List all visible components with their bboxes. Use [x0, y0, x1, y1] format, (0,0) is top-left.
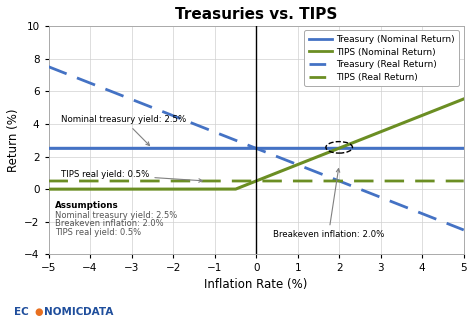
Treasury (Real Return) — [67, 73, 73, 77]
Treasury (Real Return) — [449, 223, 455, 227]
TIPS (Nominal Return) — [461, 97, 466, 101]
Text: Breakeven inflation: 2.0%: Breakeven inflation: 2.0% — [55, 219, 164, 228]
Treasury (Real Return) — [373, 193, 378, 197]
TIPS (Nominal Return) — [237, 186, 243, 189]
Treasury (Nominal Return) — [67, 147, 73, 150]
TIPS (Nominal Return) — [67, 187, 73, 191]
TIPS (Real Return) — [46, 179, 51, 183]
Text: Assumptions: Assumptions — [55, 201, 118, 210]
Line: TIPS (Nominal Return): TIPS (Nominal Return) — [48, 99, 464, 189]
Text: TIPS real yield: 0.5%: TIPS real yield: 0.5% — [61, 170, 202, 182]
TIPS (Real Return) — [373, 179, 378, 183]
TIPS (Nominal Return) — [248, 181, 254, 185]
Treasury (Real Return) — [237, 140, 242, 144]
Title: Treasuries vs. TIPS: Treasuries vs. TIPS — [175, 7, 337, 22]
Treasury (Nominal Return) — [373, 147, 378, 150]
Treasury (Real Return) — [247, 144, 253, 148]
Text: EC: EC — [14, 307, 29, 317]
TIPS (Real Return) — [449, 179, 455, 183]
Treasury (Real Return) — [449, 223, 455, 227]
TIPS (Nominal Return) — [449, 102, 455, 106]
TIPS (Nominal Return) — [233, 187, 238, 191]
Treasury (Nominal Return) — [449, 147, 455, 150]
Text: Nominal treasury yield: 2.5%: Nominal treasury yield: 2.5% — [55, 211, 177, 220]
Text: TIPS real yield: 0.5%: TIPS real yield: 0.5% — [55, 228, 141, 236]
X-axis label: Inflation Rate (%): Inflation Rate (%) — [204, 278, 308, 291]
Line: Treasury (Real Return): Treasury (Real Return) — [48, 67, 464, 230]
Text: DATA: DATA — [83, 307, 113, 317]
Text: NOMIC: NOMIC — [44, 307, 83, 317]
TIPS (Real Return) — [67, 179, 73, 183]
TIPS (Nominal Return) — [373, 132, 379, 136]
Y-axis label: Return (%): Return (%) — [7, 108, 20, 172]
Legend: Treasury (Nominal Return), TIPS (Nominal Return), Treasury (Real Return), TIPS (: Treasury (Nominal Return), TIPS (Nominal… — [304, 30, 459, 86]
Treasury (Nominal Return) — [237, 147, 242, 150]
TIPS (Real Return) — [461, 179, 466, 183]
Text: Breakeven inflation: 2.0%: Breakeven inflation: 2.0% — [273, 169, 384, 239]
Treasury (Nominal Return) — [247, 147, 253, 150]
Treasury (Real Return) — [46, 65, 51, 68]
Treasury (Nominal Return) — [46, 147, 51, 150]
TIPS (Real Return) — [237, 179, 242, 183]
TIPS (Nominal Return) — [46, 187, 51, 191]
Treasury (Nominal Return) — [449, 147, 455, 150]
Treasury (Real Return) — [461, 228, 466, 232]
Text: ●: ● — [35, 307, 43, 317]
TIPS (Real Return) — [449, 179, 455, 183]
TIPS (Nominal Return) — [449, 102, 455, 106]
TIPS (Real Return) — [247, 179, 253, 183]
Text: Nominal treasury yield: 2.5%: Nominal treasury yield: 2.5% — [61, 115, 186, 146]
Treasury (Nominal Return) — [461, 147, 466, 150]
